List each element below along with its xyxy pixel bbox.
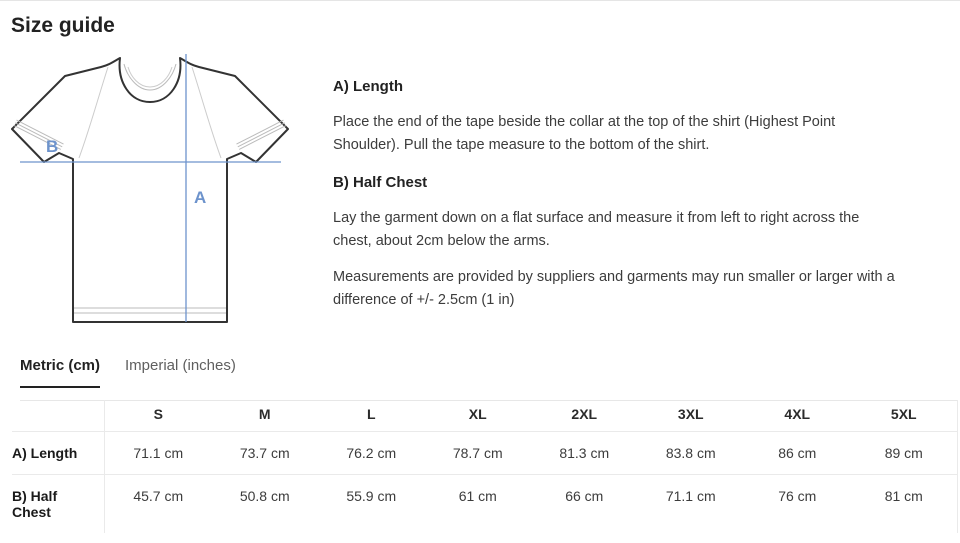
svg-text:A: A — [194, 188, 206, 207]
svg-text:B: B — [46, 137, 58, 156]
